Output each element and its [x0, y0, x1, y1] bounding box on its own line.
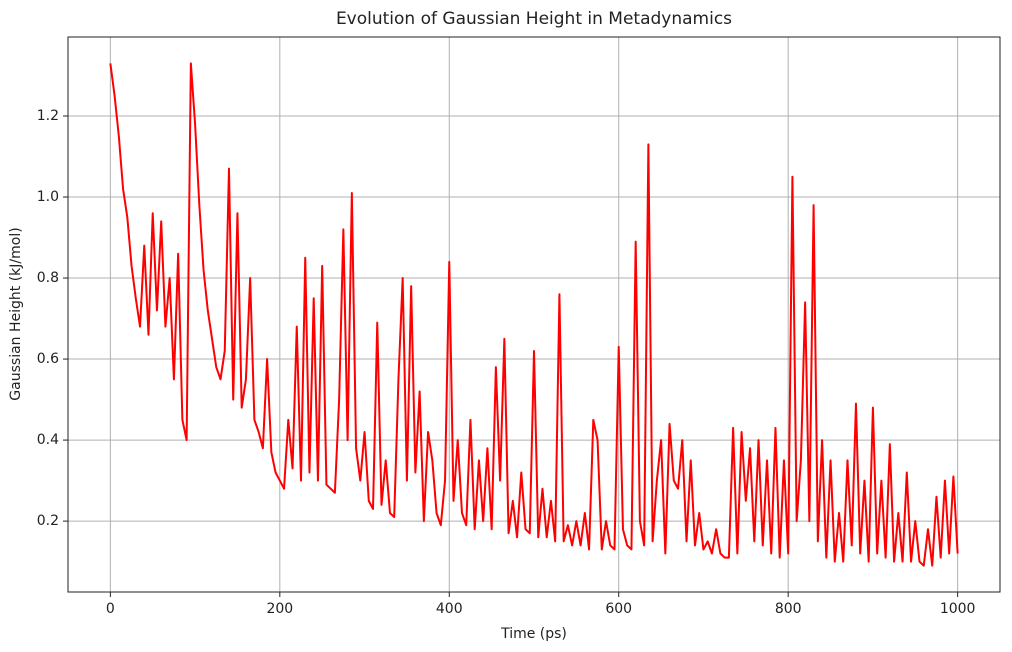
x-tick-label: 800	[775, 601, 802, 617]
x-tick-label: 600	[605, 601, 632, 617]
x-tick-label: 400	[436, 601, 463, 617]
y-tick-label: 1.0	[37, 189, 59, 205]
chart-title: Evolution of Gaussian Height in Metadyna…	[336, 9, 732, 29]
x-tick-label: 200	[266, 601, 293, 617]
x-tick-label: 1000	[940, 601, 976, 617]
data-line	[109, 62, 959, 567]
x-axis-label: Time (ps)	[500, 626, 567, 642]
y-tick-label: 0.8	[37, 270, 59, 286]
y-tick-label: 0.4	[37, 432, 59, 448]
plot-frame	[67, 36, 1001, 593]
x-tick-label: 0	[106, 601, 115, 617]
y-axis-label: Gaussian Height (kJ/mol)	[8, 227, 24, 400]
y-tick-label: 1.2	[37, 108, 59, 124]
y-tick-label: 0.6	[37, 351, 59, 367]
y-tick-label: 0.2	[37, 513, 59, 529]
